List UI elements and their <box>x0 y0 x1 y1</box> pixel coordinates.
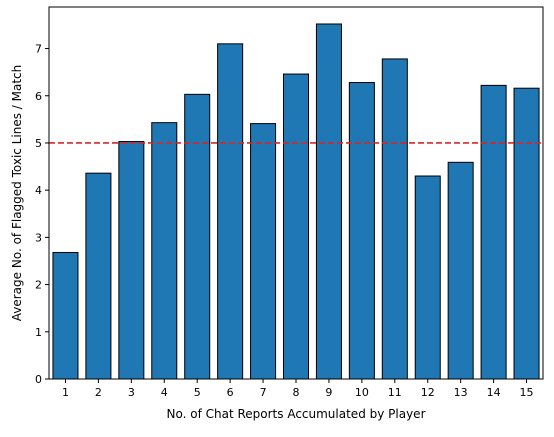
bar <box>381 58 408 380</box>
bar <box>348 82 375 380</box>
y-tick-label: 2 <box>35 279 42 292</box>
x-tick-label: 12 <box>421 386 435 399</box>
y-tick-label: 7 <box>35 43 42 56</box>
bar <box>217 43 244 380</box>
bar <box>184 93 211 380</box>
bar <box>85 172 112 380</box>
y-tick-label: 6 <box>35 90 42 103</box>
y-tick-label: 3 <box>35 231 42 244</box>
plot-frame <box>48 6 544 380</box>
x-tick-label: 11 <box>388 386 402 399</box>
bar <box>118 141 145 380</box>
bar <box>480 84 507 380</box>
x-tick-label: 5 <box>194 386 201 399</box>
x-tick-label: 9 <box>325 386 332 399</box>
bar <box>151 122 178 380</box>
y-tick-label: 4 <box>35 184 42 197</box>
bar <box>250 123 277 380</box>
bar <box>52 251 79 380</box>
bar <box>513 87 540 380</box>
bar <box>315 23 342 380</box>
x-tick-label: 15 <box>520 386 534 399</box>
x-tick-label: 2 <box>95 386 102 399</box>
x-tick-label: 13 <box>454 386 468 399</box>
bars-group <box>52 23 540 380</box>
y-tick-label: 0 <box>35 373 42 386</box>
x-tick-label: 8 <box>293 386 300 399</box>
x-tick-label: 6 <box>227 386 234 399</box>
bar <box>414 175 441 380</box>
x-axis: 1 2 3 4 5 6 7 8 9 10 11 12 13 14 15 <box>62 379 534 399</box>
x-axis-label: No. of Chat Reports Accumulated by Playe… <box>167 407 426 421</box>
x-tick-label: 10 <box>355 386 369 399</box>
y-tick-label: 1 <box>35 326 42 339</box>
x-tick-label: 14 <box>487 386 501 399</box>
x-tick-label: 7 <box>260 386 267 399</box>
x-tick-label: 4 <box>161 386 168 399</box>
y-tick-label: 5 <box>35 137 42 150</box>
bar <box>282 73 310 380</box>
y-axis-label: Average No. of Flagged Toxic Lines / Mat… <box>10 65 24 322</box>
bar <box>447 161 474 380</box>
x-tick-label: 1 <box>62 386 69 399</box>
x-tick-label: 3 <box>128 386 135 399</box>
y-axis: 0 1 2 3 4 5 6 7 <box>35 43 49 386</box>
